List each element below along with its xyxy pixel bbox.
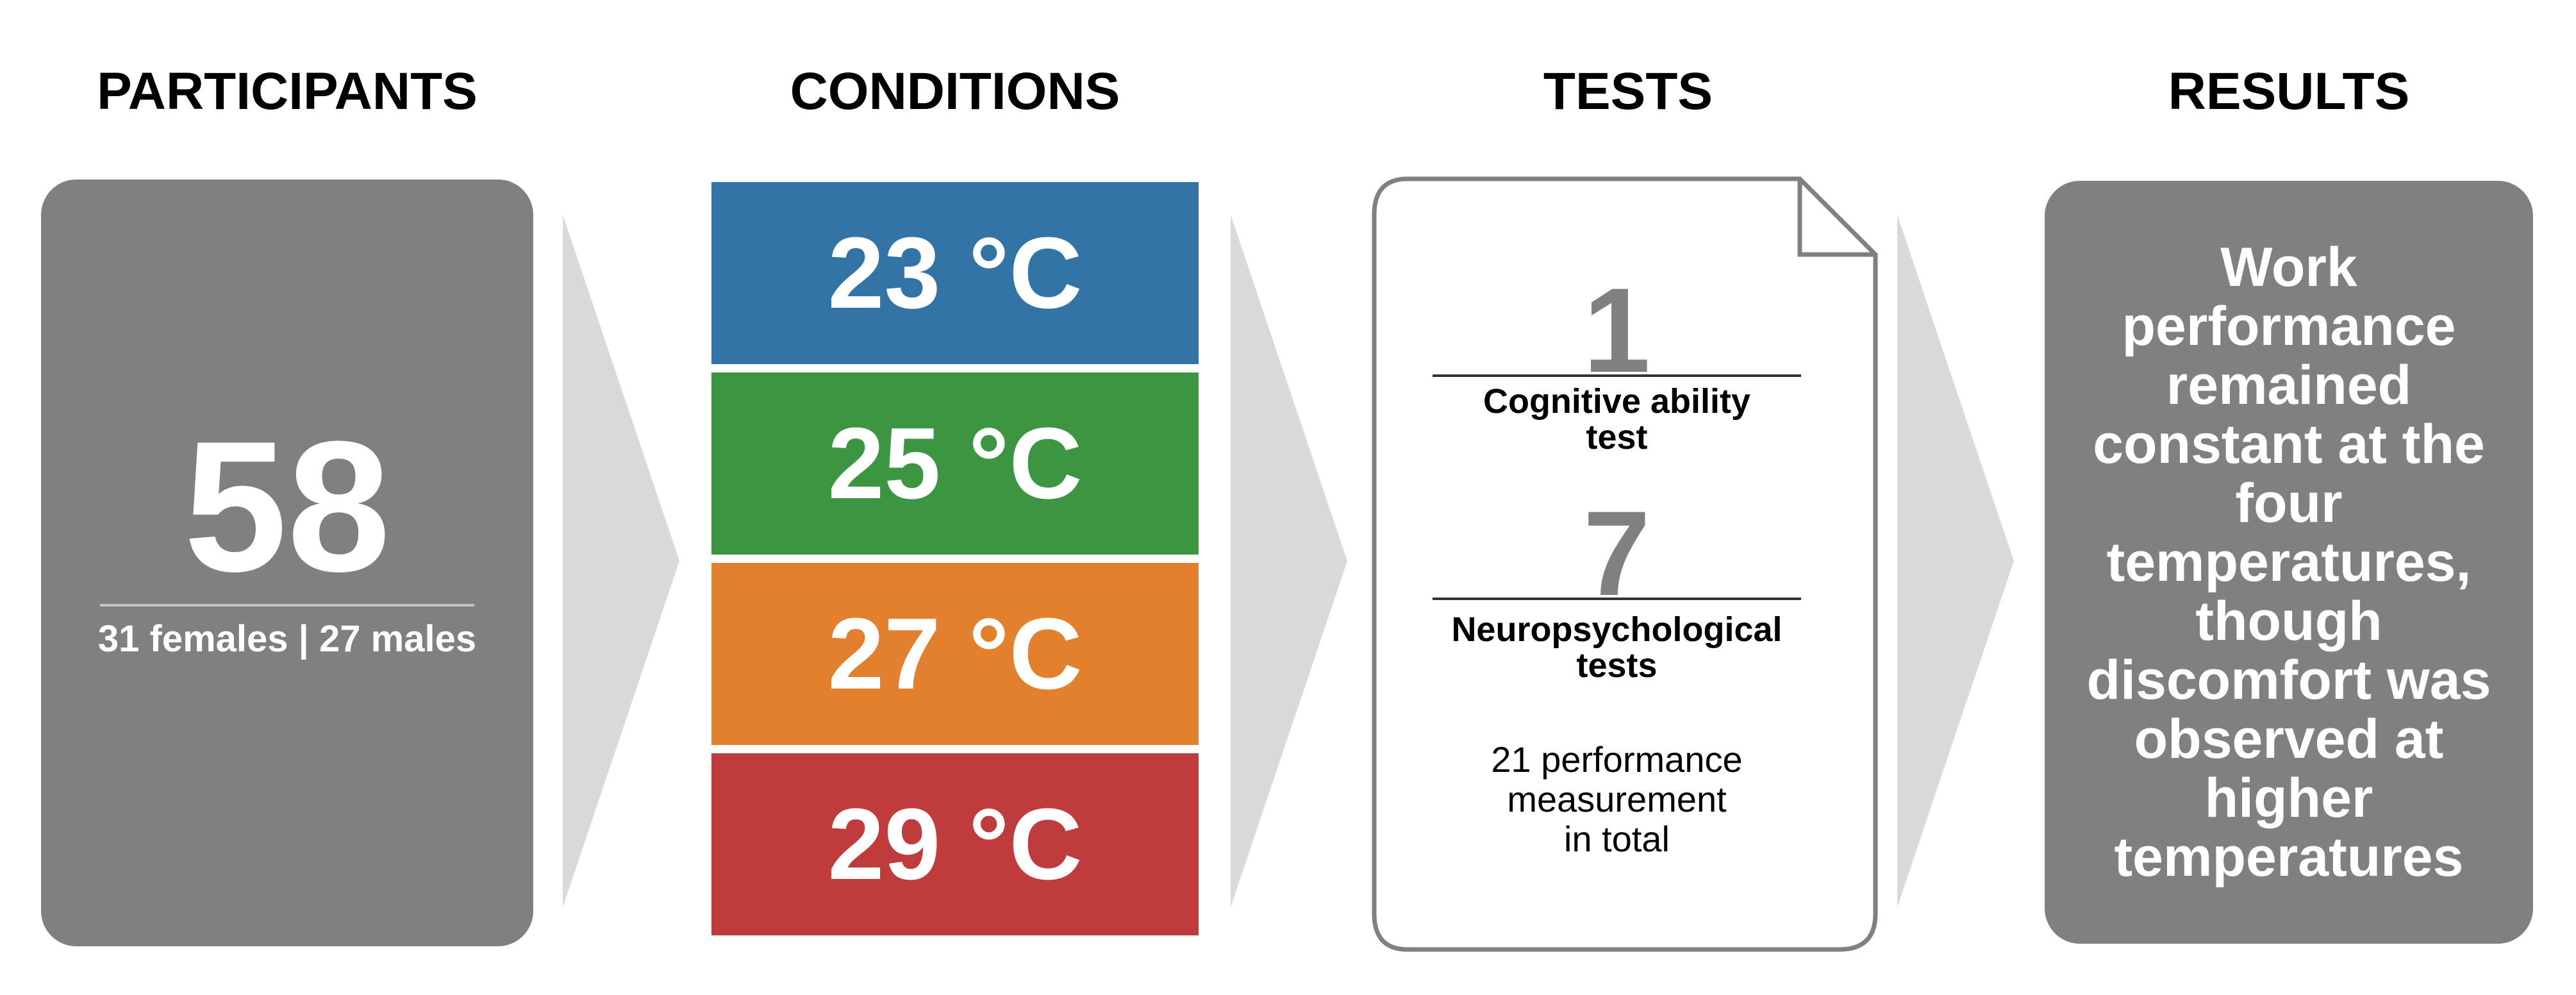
heading-tests: TESTS [1543,62,1713,121]
heading-participants: PARTICIPANTS [97,62,478,121]
cognitive-test-count: 1 [1583,263,1650,397]
participant-count: 58 [183,403,391,610]
participant-breakdown: 31 females | 27 males [97,618,477,660]
cognitive-test-label-line2: test [1586,418,1648,456]
condition-25c: 25 °C [711,372,1199,555]
heading-conditions: CONDITIONS [790,62,1120,121]
neuro-test-label-line2: tests [1576,646,1658,685]
condition-27c: 27 °C [711,563,1199,745]
total-measurement-line1: 21 performance [1491,739,1743,780]
flow-arrow-1 [563,215,679,907]
cognitive-divider [1433,374,1801,377]
cognitive-test-label-line1: Cognitive ability [1483,382,1751,421]
participants-box: 58 31 females | 27 males [41,180,533,946]
heading-results: RESULTS [2168,62,2410,121]
neuro-divider [1433,598,1801,600]
condition-29c: 29 °C [711,753,1199,935]
document-icon [1372,176,1878,952]
total-measurement-line3: in total [1564,819,1670,859]
neuro-test-label-line1: Neuropsychological [1451,610,1782,649]
condition-23c: 23 °C [711,182,1199,364]
total-measurement-line2: measurement [1507,779,1727,819]
flow-arrow-2 [1231,215,1347,907]
participants-divider [100,604,474,606]
flow-arrow-3 [1897,215,2014,907]
neuro-test-count: 7 [1583,486,1650,621]
results-summary: Work performance remained constant at th… [2086,237,2491,888]
results-box: Work performance remained constant at th… [2045,181,2533,944]
